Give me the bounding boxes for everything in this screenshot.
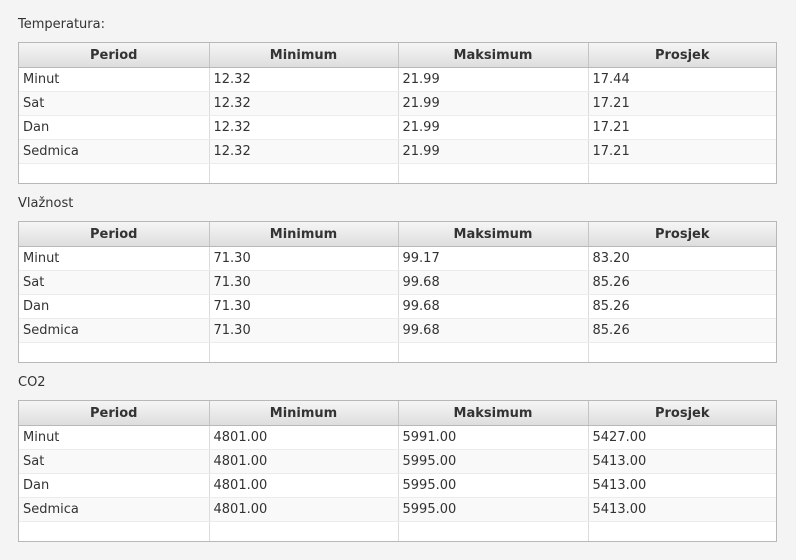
- cell-maksimum: 21.99: [398, 115, 589, 140]
- cell-prosjek: 17.21: [588, 139, 776, 164]
- cell-minimum: 4801.00: [209, 449, 399, 474]
- cell-maksimum: 5995.00: [398, 473, 589, 498]
- cell-period: Minut: [19, 246, 210, 271]
- header-row: Period Minimum Maksimum Prosjek: [19, 401, 776, 426]
- empty-cell: [19, 163, 210, 183]
- cell-maksimum: 21.99: [398, 91, 589, 116]
- table-row[interactable]: Sat 4801.00 5995.00 5413.00: [19, 449, 776, 474]
- cell-maksimum: 99.68: [398, 294, 589, 319]
- table-row[interactable]: Dan 12.32 21.99 17.21: [19, 115, 776, 140]
- column-header-minimum[interactable]: Minimum: [209, 43, 399, 68]
- cell-period: Dan: [19, 294, 210, 319]
- cell-minimum: 71.30: [209, 294, 399, 319]
- empty-cell: [398, 521, 589, 541]
- co2-table: Period Minimum Maksimum Prosjek Minut 48…: [18, 400, 777, 542]
- empty-cell: [588, 342, 776, 362]
- table-row[interactable]: Sat 12.32 21.99 17.21: [19, 91, 776, 116]
- table-row[interactable]: Dan 4801.00 5995.00 5413.00: [19, 473, 776, 498]
- empty-cell: [588, 521, 776, 541]
- cell-prosjek: 5427.00: [588, 425, 776, 450]
- column-header-period[interactable]: Period: [19, 222, 210, 247]
- table-row[interactable]: Sedmica 4801.00 5995.00 5413.00: [19, 497, 776, 522]
- cell-period: Sedmica: [19, 318, 210, 343]
- cell-period: Sedmica: [19, 497, 210, 522]
- table-row[interactable]: Sat 71.30 99.68 85.26: [19, 270, 776, 295]
- cell-maksimum: 5991.00: [398, 425, 589, 450]
- cell-prosjek: 5413.00: [588, 473, 776, 498]
- empty-cell: [209, 163, 399, 183]
- cell-minimum: 12.32: [209, 91, 399, 116]
- cell-prosjek: 85.26: [588, 270, 776, 295]
- column-header-maksimum[interactable]: Maksimum: [398, 401, 589, 426]
- cell-period: Dan: [19, 473, 210, 498]
- cell-prosjek: 17.21: [588, 115, 776, 140]
- cell-prosjek: 85.26: [588, 318, 776, 343]
- cell-maksimum: 21.99: [398, 139, 589, 164]
- cell-maksimum: 99.68: [398, 318, 589, 343]
- cell-period: Minut: [19, 67, 210, 92]
- empty-row: [19, 342, 776, 362]
- column-header-prosjek[interactable]: Prosjek: [588, 43, 776, 68]
- cell-period: Minut: [19, 425, 210, 450]
- cell-minimum: 71.30: [209, 270, 399, 295]
- empty-cell: [19, 521, 210, 541]
- cell-prosjek: 17.44: [588, 67, 776, 92]
- column-header-maksimum[interactable]: Maksimum: [398, 43, 589, 68]
- empty-row: [19, 163, 776, 183]
- cell-maksimum: 21.99: [398, 67, 589, 92]
- cell-period: Dan: [19, 115, 210, 140]
- column-header-period[interactable]: Period: [19, 43, 210, 68]
- empty-cell: [209, 342, 399, 362]
- cell-prosjek: 83.20: [588, 246, 776, 271]
- cell-period: Sat: [19, 91, 210, 116]
- cell-maksimum: 99.17: [398, 246, 589, 271]
- cell-minimum: 71.30: [209, 246, 399, 271]
- temperature-table: Period Minimum Maksimum Prosjek Minut 12…: [18, 42, 777, 184]
- column-header-prosjek[interactable]: Prosjek: [588, 222, 776, 247]
- table-row[interactable]: Sedmica 12.32 21.99 17.21: [19, 139, 776, 164]
- cell-minimum: 4801.00: [209, 473, 399, 498]
- empty-row: [19, 521, 776, 541]
- cell-maksimum: 5995.00: [398, 449, 589, 474]
- temperature-title: Temperatura:: [18, 17, 105, 32]
- table-row[interactable]: Minut 71.30 99.17 83.20: [19, 246, 776, 271]
- column-header-minimum[interactable]: Minimum: [209, 401, 399, 426]
- cell-minimum: 12.32: [209, 115, 399, 140]
- column-header-prosjek[interactable]: Prosjek: [588, 401, 776, 426]
- table-row[interactable]: Sedmica 71.30 99.68 85.26: [19, 318, 776, 343]
- empty-cell: [209, 521, 399, 541]
- cell-period: Sat: [19, 270, 210, 295]
- cell-maksimum: 5995.00: [398, 497, 589, 522]
- table-row[interactable]: Dan 71.30 99.68 85.26: [19, 294, 776, 319]
- cell-period: Sedmica: [19, 139, 210, 164]
- co2-section: CO2 Period Minimum Maksimum Prosjek Minu…: [18, 374, 777, 542]
- temperature-section: Temperatura: Period Minimum Maksimum Pro…: [18, 16, 777, 184]
- empty-cell: [588, 163, 776, 183]
- cell-prosjek: 85.26: [588, 294, 776, 319]
- column-header-minimum[interactable]: Minimum: [209, 222, 399, 247]
- cell-minimum: 4801.00: [209, 497, 399, 522]
- cell-minimum: 12.32: [209, 67, 399, 92]
- empty-cell: [398, 163, 589, 183]
- cell-minimum: 4801.00: [209, 425, 399, 450]
- cell-minimum: 12.32: [209, 139, 399, 164]
- cell-maksimum: 99.68: [398, 270, 589, 295]
- empty-cell: [398, 342, 589, 362]
- humidity-title: Vlažnost: [18, 196, 74, 211]
- humidity-table: Period Minimum Maksimum Prosjek Minut 71…: [18, 221, 777, 363]
- header-row: Period Minimum Maksimum Prosjek: [19, 222, 776, 247]
- table-row[interactable]: Minut 4801.00 5991.00 5427.00: [19, 425, 776, 450]
- co2-title: CO2: [18, 375, 46, 390]
- cell-minimum: 71.30: [209, 318, 399, 343]
- cell-period: Sat: [19, 449, 210, 474]
- humidity-section: Vlažnost Period Minimum Maksimum Prosjek…: [18, 195, 777, 363]
- cell-prosjek: 5413.00: [588, 497, 776, 522]
- empty-cell: [19, 342, 210, 362]
- cell-prosjek: 5413.00: [588, 449, 776, 474]
- column-header-maksimum[interactable]: Maksimum: [398, 222, 589, 247]
- header-row: Period Minimum Maksimum Prosjek: [19, 43, 776, 68]
- cell-prosjek: 17.21: [588, 91, 776, 116]
- column-header-period[interactable]: Period: [19, 401, 210, 426]
- table-row[interactable]: Minut 12.32 21.99 17.44: [19, 67, 776, 92]
